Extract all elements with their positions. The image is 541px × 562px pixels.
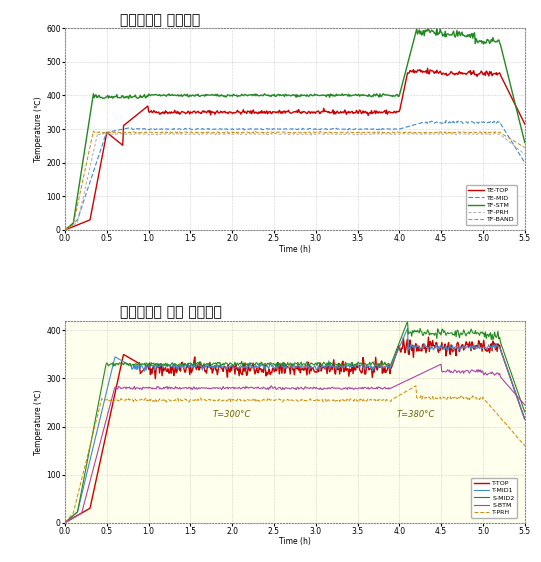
Y-axis label: Temperature (℃): Temperature (℃) [34, 96, 43, 162]
Legend: TE-TOP, TE-MID, TF-STM, TF-PRH, TF-BAND: TE-TOP, TE-MID, TF-STM, TF-PRH, TF-BAND [466, 185, 517, 225]
Text: T=300°C: T=300°C [213, 410, 252, 419]
X-axis label: Time (h): Time (h) [279, 537, 311, 546]
Text: T=380°C: T=380°C [397, 410, 436, 419]
Text: 전기가열로 온도제어: 전기가열로 온도제어 [120, 13, 200, 27]
X-axis label: Time (h): Time (h) [279, 244, 311, 253]
Legend: T-TOP, T-MID1, S-MID2, S-BTM, T-PRH: T-TOP, T-MID1, S-MID2, S-BTM, T-PRH [471, 478, 517, 518]
Text: 촉매반응기 내부 온도분포: 촉매반응기 내부 온도분포 [120, 306, 222, 320]
Y-axis label: Temperature (℃): Temperature (℃) [34, 389, 43, 455]
